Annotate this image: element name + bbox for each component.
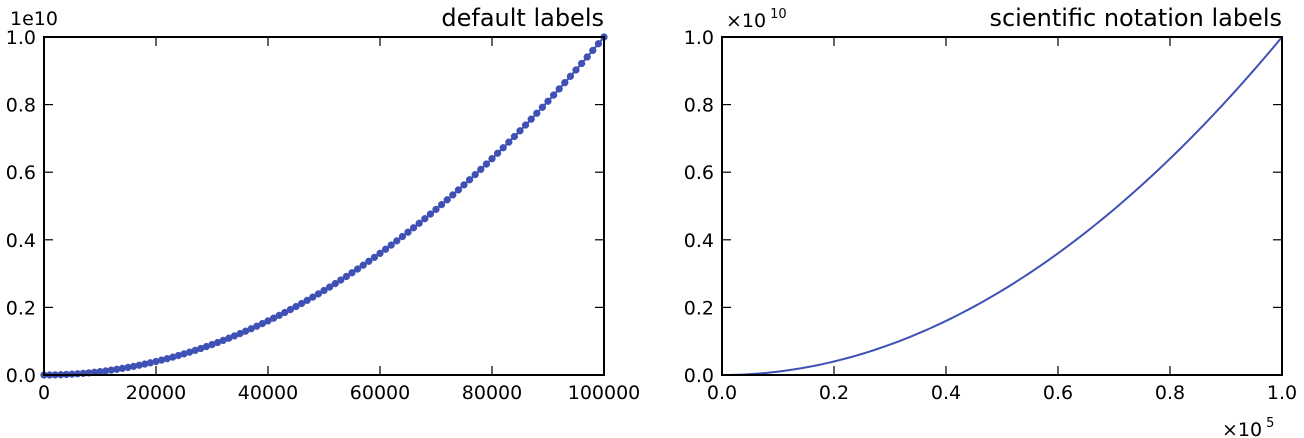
x-tick-label: 1.0 (1267, 382, 1297, 404)
data-point (465, 176, 474, 184)
data-point (348, 269, 356, 277)
data-point (477, 165, 485, 174)
x-tick-label: 0 (38, 382, 50, 404)
data-point (292, 302, 300, 311)
data-point (577, 59, 586, 68)
data-point (432, 205, 440, 214)
data-point (505, 138, 513, 146)
axes-frame (721, 36, 1283, 376)
x-tick-label: 0.4 (931, 382, 961, 404)
data-point (521, 121, 530, 129)
data-point (471, 170, 479, 179)
y-tick-label: 0.6 (684, 162, 714, 184)
data-point (510, 132, 519, 141)
data-point (482, 160, 491, 168)
data-point (549, 91, 558, 99)
data-point (359, 261, 367, 269)
data-point (527, 115, 535, 123)
data-point (538, 103, 547, 111)
data-point (303, 296, 311, 304)
chart-scientific-notation-labels: scientific notation labels ×10 10 ×10 5 … (684, 4, 1297, 438)
data-point (381, 245, 390, 253)
data-point (555, 85, 563, 93)
chart-default-labels: default labels 1e10 0 20000 40000 60000 8000… (6, 4, 640, 404)
data-point (589, 46, 597, 55)
data-point (325, 283, 334, 291)
y-tick-label: 1.0 (684, 27, 714, 49)
data-point (387, 241, 395, 249)
data-point (544, 97, 552, 105)
data-point (370, 253, 379, 261)
data-point (533, 109, 541, 117)
data-point (404, 228, 412, 236)
data-point (365, 257, 373, 265)
chart-title: default labels (441, 4, 604, 32)
data-point (337, 276, 345, 284)
y-offset-exponent: 10 (770, 7, 787, 22)
data-point (376, 249, 384, 257)
data-point (454, 186, 463, 194)
data-point (415, 219, 423, 227)
data-point (393, 237, 401, 245)
y-tick-label: 0.4 (684, 230, 714, 252)
y-offset-label: ×10 10 (726, 7, 787, 32)
y-tick-label: 0.4 (6, 230, 36, 252)
x-tick-label: 0.2 (819, 382, 849, 404)
y-tick-label: 0.2 (6, 297, 36, 319)
y-tick-label: 0.0 (6, 365, 36, 387)
y-offset-label: 1e10 (10, 8, 58, 30)
data-point (443, 196, 451, 204)
data-point (516, 127, 524, 135)
data-point (460, 181, 468, 189)
x-tick-label: 0.0 (707, 382, 737, 404)
data-point (342, 272, 351, 281)
x-tick-label: 40000 (238, 382, 298, 404)
x-offset-label: ×10 5 (1222, 416, 1274, 438)
data-point (409, 224, 418, 232)
x-tick-label: 20000 (126, 382, 186, 404)
y-offset-base: ×10 (726, 10, 766, 32)
series-line (721, 36, 1283, 376)
data-point (566, 72, 575, 80)
data-point (594, 40, 603, 48)
data-point (421, 215, 429, 223)
data-point (331, 279, 339, 288)
data-point (309, 293, 317, 301)
data-point (499, 144, 507, 152)
axes-frame (43, 36, 605, 376)
data-point (426, 210, 435, 218)
x-offset-exponent: 5 (1266, 416, 1274, 431)
data-point (488, 155, 496, 163)
data-point (320, 286, 328, 295)
data-point (297, 299, 306, 308)
x-tick-label: 100000 (568, 382, 641, 404)
x-tick-label: 0.6 (1043, 382, 1073, 404)
data-point (437, 200, 446, 209)
data-point (398, 232, 407, 241)
y-tick-label: 0.6 (6, 162, 36, 184)
data-point (314, 290, 323, 298)
y-tick-label: 0.0 (684, 365, 714, 387)
y-tick-label: 1.0 (6, 27, 36, 49)
data-point (561, 79, 569, 87)
y-tick-label: 0.2 (684, 297, 714, 319)
y-tick-label: 0.8 (6, 95, 36, 117)
data-point (449, 191, 457, 199)
x-tick-label: 0.8 (1155, 382, 1185, 404)
data-point (353, 265, 362, 273)
x-tick-label: 60000 (350, 382, 410, 404)
data-point (583, 53, 591, 61)
data-point (286, 305, 295, 314)
data-point (281, 308, 289, 317)
data-point (572, 66, 580, 74)
x-offset-base: ×10 (1222, 419, 1262, 438)
data-point (493, 149, 502, 157)
series-line (43, 36, 605, 376)
y-tick-label: 0.8 (684, 95, 714, 117)
chart-title: scientific notation labels (989, 4, 1282, 32)
x-tick-label: 80000 (462, 382, 522, 404)
